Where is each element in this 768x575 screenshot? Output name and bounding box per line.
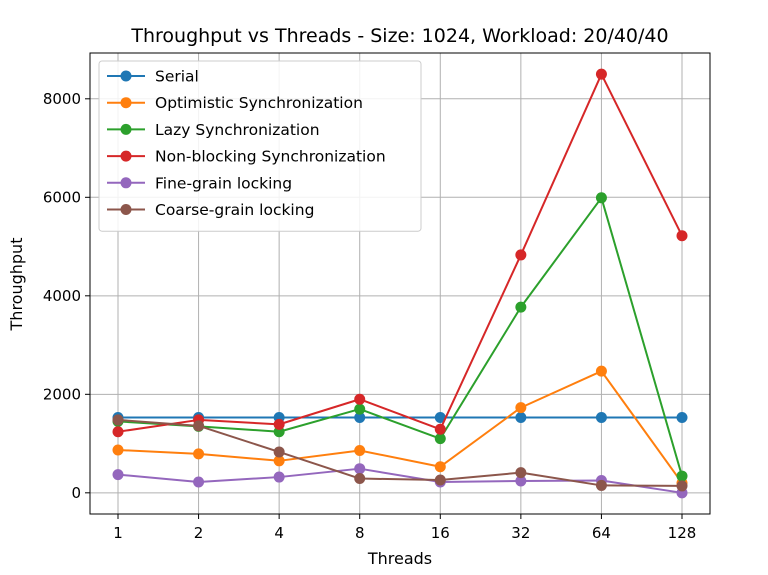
legend-item: Non-blocking Synchronization [107, 148, 386, 166]
data-point-non-blocking-synchronization [676, 230, 688, 242]
data-point-optimistic-synchronization [515, 402, 527, 414]
data-point-fine-grain-locking [515, 475, 527, 487]
x-tick-label: 2 [194, 524, 204, 542]
y-tick-label: 0 [71, 484, 81, 502]
legend-item: Lazy Synchronization [107, 121, 320, 139]
data-point-fine-grain-locking [354, 463, 366, 475]
legend-marker [120, 123, 132, 135]
legend-box [98, 60, 422, 232]
data-point-fine-grain-locking [193, 476, 205, 488]
legend-marker [120, 204, 132, 215]
data-point-non-blocking-synchronization [273, 418, 285, 430]
data-point-optimistic-synchronization [595, 365, 607, 377]
chart-title: Throughput vs Threads - Size: 1024, Work… [130, 25, 668, 47]
x-axis-label: Threads [367, 549, 432, 568]
data-point-serial [515, 411, 527, 423]
x-tick-label: 8 [355, 524, 365, 542]
x-tick-label: 32 [511, 524, 530, 542]
series-line-optimistic-synchronization [117, 370, 683, 484]
series-line-fine-grain-locking [117, 467, 683, 494]
data-point-lazy-synchronization [434, 433, 446, 445]
data-point-non-blocking-synchronization [354, 393, 366, 405]
legend-label: Coarse-grain locking [155, 201, 314, 219]
data-point-non-blocking-synchronization [595, 68, 607, 80]
legend-label: Optimistic Synchronization [155, 94, 363, 112]
legend: Serial Optimistic Synchronization Lazy Syn… [98, 60, 422, 232]
data-point-coarse-grain-locking [354, 473, 366, 485]
legend-label: Fine-grain locking [155, 174, 292, 192]
series-line-lazy-synchronization [117, 196, 683, 477]
data-point-coarse-grain-locking [112, 414, 124, 426]
y-tick-label: 8000 [43, 90, 81, 108]
y-axis-label: Throughput [7, 238, 26, 332]
plot-frame [89, 52, 711, 515]
legend-marker [120, 97, 132, 109]
legend-item: Fine-grain locking [107, 174, 292, 192]
legend-item: Coarse-grain locking [107, 201, 314, 219]
data-point-lazy-synchronization [354, 403, 366, 415]
y-tick-label: 4000 [43, 287, 81, 305]
data-point-serial [595, 411, 607, 423]
data-point-non-blocking-synchronization [434, 423, 446, 435]
data-point-fine-grain-locking [273, 471, 285, 483]
x-tick-label: 64 [592, 524, 611, 542]
legend-item: Serial [107, 68, 199, 86]
data-point-serial [676, 411, 688, 423]
data-point-coarse-grain-locking [273, 446, 285, 458]
series-line-non-blocking-synchronization [117, 73, 683, 433]
data-point-serial [434, 411, 446, 423]
data-point-coarse-grain-locking [676, 480, 688, 492]
legend-item: Optimistic Synchronization [107, 94, 363, 112]
data-point-lazy-synchronization [676, 470, 688, 482]
x-tick-label: 16 [431, 524, 450, 542]
data-point-coarse-grain-locking [434, 474, 446, 486]
x-tick-label: 1 [113, 524, 123, 542]
y-tick-label: 2000 [43, 385, 81, 403]
y-tick-label: 6000 [43, 188, 81, 206]
x-tick-label: 128 [668, 524, 697, 542]
data-point-coarse-grain-locking [515, 467, 527, 479]
legend-marker [120, 70, 132, 82]
legend-marker [120, 177, 132, 189]
series-serial [112, 411, 688, 423]
data-point-coarse-grain-locking [193, 420, 205, 432]
series-layer [112, 68, 688, 499]
axis-ticks: 1 2 4 8 16 32 64 128 0 2000 4000 6000 8000 [43, 90, 697, 542]
legend-label: Lazy Synchronization [155, 121, 320, 139]
legend-marker [120, 150, 132, 162]
data-point-optimistic-synchronization [193, 448, 205, 460]
data-point-optimistic-synchronization [434, 461, 446, 473]
legend-label: Serial [155, 68, 199, 86]
data-point-coarse-grain-locking [595, 479, 607, 491]
data-point-optimistic-synchronization [273, 455, 285, 467]
data-point-lazy-synchronization [595, 192, 607, 204]
data-point-non-blocking-synchronization [515, 249, 527, 261]
x-tick-label: 4 [274, 524, 284, 542]
series-coarse-grain-locking [112, 414, 688, 492]
data-point-fine-grain-locking [112, 469, 124, 481]
data-point-serial [354, 411, 366, 423]
data-point-optimistic-synchronization [112, 444, 124, 456]
legend-label: Non-blocking Synchronization [155, 148, 386, 166]
data-point-optimistic-synchronization [354, 444, 366, 456]
data-point-non-blocking-synchronization [112, 426, 124, 438]
series-line-coarse-grain-locking [117, 418, 683, 487]
data-point-lazy-synchronization [515, 301, 527, 313]
